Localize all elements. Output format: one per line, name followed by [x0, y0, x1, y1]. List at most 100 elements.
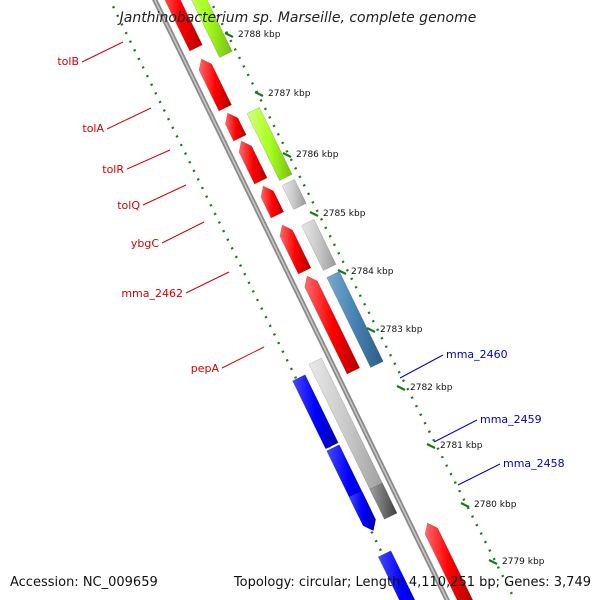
tick-dot: [389, 353, 393, 357]
tick-dot: [496, 566, 500, 569]
kbp-tick-mark: [224, 32, 234, 38]
tick-dot: [509, 591, 513, 595]
blue-cds-feature: [377, 550, 416, 600]
gene-label-tolB: tolB: [57, 55, 79, 68]
tick-dot: [341, 260, 345, 264]
kbp-tick-label: 2787 kbp: [268, 89, 311, 99]
gene-label-tolA: tolA: [82, 122, 104, 135]
tick-dot: [242, 65, 246, 68]
red-cds-feature: [238, 140, 268, 185]
tick-dot: [263, 107, 267, 111]
tick-dot: [285, 358, 289, 362]
tick-dot: [319, 217, 324, 221]
ybgC-gene-feature: [281, 179, 307, 210]
tick-dot: [436, 447, 440, 451]
tick-dot: [462, 498, 466, 502]
tick-dot: [471, 515, 475, 519]
tick-dot: [328, 234, 332, 238]
kbp-tick-label: 2783 kbp: [380, 325, 423, 335]
tick-dot: [246, 73, 250, 77]
gene-label-tolR: tolR: [102, 163, 124, 176]
tick-dot: [371, 319, 375, 323]
blue-cds-feature: [348, 490, 376, 532]
tick-dot: [268, 115, 272, 119]
kbp-tick-mark: [426, 443, 436, 449]
tick-dot: [505, 583, 509, 586]
tick-dot: [251, 289, 255, 293]
tick-dot: [192, 169, 196, 173]
tick-dot: [145, 74, 149, 78]
tick-dot: [209, 203, 213, 207]
tick-dot: [427, 430, 431, 434]
tick-dot: [358, 294, 362, 298]
tick-dot: [154, 91, 158, 95]
tick-dot: [128, 40, 132, 44]
topology-summary-text: Topology: circular; Length: 4,110,251 bp…: [233, 575, 591, 590]
kbp-tick-label: 2788 kbp: [238, 30, 281, 40]
tick-dot: [393, 362, 397, 366]
tick-dot: [307, 192, 311, 196]
kbp-tick-mark: [337, 269, 347, 275]
tick-dot: [458, 489, 462, 493]
red-cds-feature: [164, 0, 203, 52]
pepA-gene-feature: [326, 271, 384, 368]
kbp-tick-label: 2780 kbp: [474, 500, 517, 510]
kbp-tick-mark: [488, 559, 498, 565]
kbp-tick-label: 2786 kbp: [296, 150, 339, 160]
tick-dot: [475, 523, 479, 527]
genome-backbone-highlight: [154, 0, 448, 600]
tick-dot: [272, 124, 276, 128]
tick-dot: [133, 48, 137, 52]
tick-dot: [449, 472, 453, 476]
leader-line: [399, 354, 444, 379]
kbp-tick-label: 2785 kbp: [323, 209, 366, 219]
kbp-tick-label: 2782 kbp: [410, 383, 453, 393]
kbp-tick-label: 2784 kbp: [351, 267, 394, 277]
tick-dot: [183, 152, 188, 156]
tick-dot: [376, 328, 380, 332]
tick-dot: [397, 370, 401, 374]
tick-dot: [337, 251, 341, 255]
tick-dot: [410, 396, 414, 400]
tolB-gene-feature: [191, 0, 233, 58]
tick-dot: [363, 302, 367, 306]
tick-dot: [158, 100, 162, 104]
tick-dot: [150, 83, 154, 87]
red-cds-feature: [198, 58, 232, 112]
outer-tick-track: [212, 5, 513, 595]
tick-dot: [226, 238, 230, 242]
tick-dot: [432, 438, 436, 442]
tick-dot: [311, 200, 315, 204]
tick-dot: [229, 39, 233, 43]
tick-dot: [205, 195, 209, 199]
tick-dot: [247, 281, 251, 285]
tick-dot: [479, 532, 483, 535]
tick-dot: [370, 531, 374, 534]
tick-dot: [217, 221, 221, 224]
tick-dot: [233, 48, 237, 51]
tick-dot: [492, 557, 496, 561]
tick-dot: [268, 324, 272, 328]
tick-dot: [196, 178, 200, 181]
tick-dot: [230, 246, 234, 250]
gene-label-mma_2459: mma_2459: [480, 413, 542, 426]
tick-dot: [124, 31, 128, 35]
kbp-tick-mark: [396, 385, 406, 391]
kbp-ticks: 2788 kbp 2787 kbp 2786 kbp 2785 kbp 2784 kbp…: [224, 30, 545, 567]
tick-dot: [440, 455, 444, 459]
tick-dot: [501, 574, 505, 578]
mma-2458-gene-feature: [369, 482, 398, 520]
leader-line: [221, 346, 265, 369]
tick-dot: [239, 264, 243, 267]
tick-dot: [414, 404, 418, 408]
tick-dot: [285, 149, 289, 153]
tick-dot: [120, 23, 124, 26]
gene-label-mma_2458: mma_2458: [503, 457, 565, 470]
tick-dot: [445, 464, 449, 468]
tick-dot: [289, 158, 293, 162]
tick-dot: [220, 22, 224, 26]
tick-dot: [216, 14, 220, 17]
leader-line: [142, 184, 187, 206]
tick-dot: [212, 5, 216, 9]
